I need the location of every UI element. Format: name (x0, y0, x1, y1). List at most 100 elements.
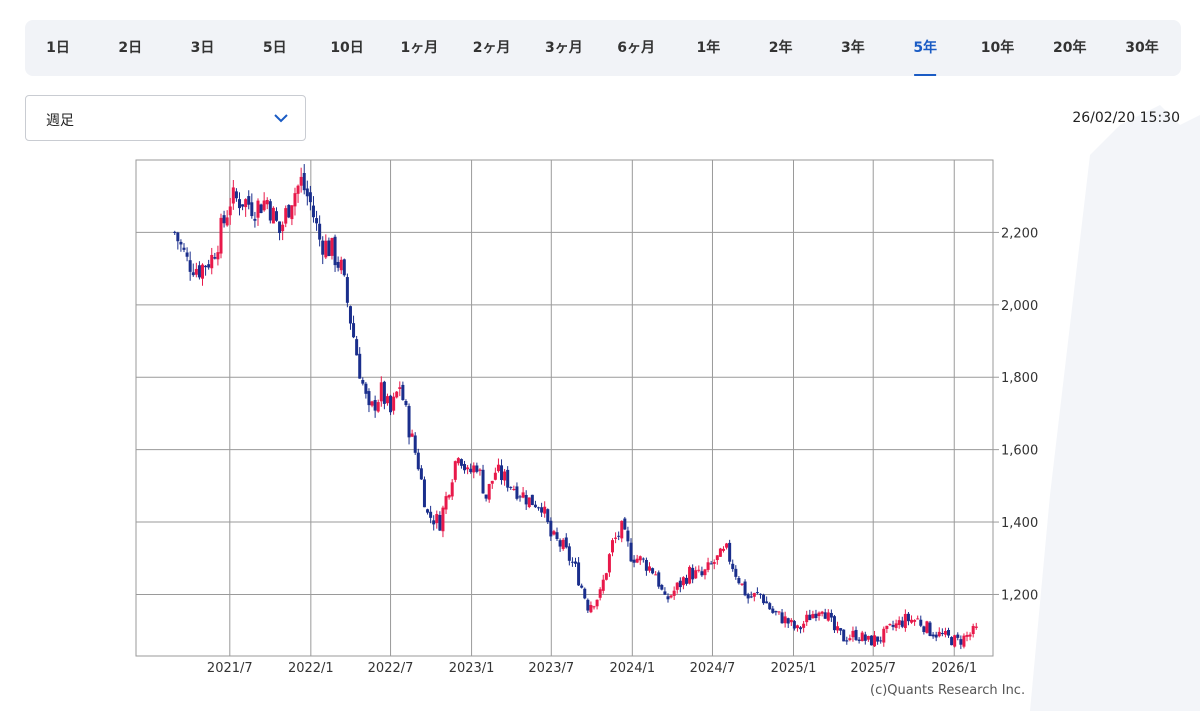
interval-select[interactable]: 週足 (25, 95, 306, 141)
candle-up (795, 625, 799, 629)
candle-up (925, 621, 929, 633)
period-tab-13[interactable]: 5年 (913, 20, 937, 76)
candle-up (669, 595, 673, 598)
candle-up (296, 185, 300, 194)
candle-down (207, 264, 211, 268)
candle-down (515, 486, 519, 499)
candle-up (370, 401, 374, 406)
candle-up (718, 548, 722, 557)
candle-down (191, 272, 195, 276)
period-tab-16[interactable]: 30年 (1125, 40, 1159, 56)
candle-down (422, 479, 426, 508)
x-tick-label: 2022/1 (288, 661, 334, 676)
candle-up (820, 611, 824, 614)
candle-up (503, 471, 507, 481)
period-tab-11[interactable]: 2年 (768, 40, 793, 56)
period-tab-10[interactable]: 1年 (696, 40, 721, 56)
candle-up (293, 193, 297, 207)
period-tab-8[interactable]: 3ヶ月 (544, 40, 583, 56)
candle-up (802, 623, 806, 628)
candle-up (916, 618, 920, 620)
candle-down (268, 201, 272, 221)
candle-up (385, 396, 389, 404)
candle-down (839, 628, 843, 631)
candle-down (845, 640, 849, 642)
x-tick-label: 2025/1 (771, 661, 817, 676)
period-tab-14[interactable]: 10年 (980, 40, 1015, 56)
candle-down (823, 612, 827, 619)
candle-down (737, 578, 741, 584)
candle-down (426, 509, 430, 513)
candle-down (617, 535, 621, 537)
candle-up (817, 612, 821, 617)
candle-up (561, 539, 565, 549)
candle-down (438, 514, 442, 531)
candle-up (290, 205, 294, 220)
candle-up (968, 634, 972, 637)
candle-down (407, 405, 411, 438)
candle-up (376, 402, 380, 412)
candle-down (574, 561, 578, 564)
candle-up (777, 611, 781, 613)
candle-up (604, 573, 608, 580)
candle-up (601, 579, 605, 591)
candle-up (654, 574, 658, 576)
candle-up (805, 614, 809, 623)
period-tab-15[interactable]: 20年 (1052, 40, 1087, 56)
candle-down (799, 627, 803, 630)
candle-down (586, 599, 590, 611)
x-tick-label: 2026/1 (931, 661, 977, 676)
candle-up (552, 531, 556, 535)
x-tick-label: 2022/7 (368, 661, 414, 676)
candle-down (530, 494, 534, 506)
candle-down (518, 496, 522, 498)
period-tab-4[interactable]: 5日 (262, 40, 287, 56)
period-tab-2[interactable]: 2日 (118, 40, 143, 56)
candle-down (700, 571, 704, 576)
candle-up (647, 566, 651, 571)
candle-down (540, 507, 544, 513)
candle-down (419, 468, 423, 480)
candle-down (500, 465, 504, 481)
period-tab-6[interactable]: 1ヶ月 (400, 40, 439, 56)
x-tick-label: 2023/1 (449, 661, 495, 676)
candle-down (345, 277, 349, 303)
candle-up (894, 623, 898, 628)
candle-up (635, 558, 639, 563)
candle-down (644, 559, 648, 571)
candle-down (577, 562, 581, 586)
candle-down (237, 199, 241, 209)
period-tab-1[interactable]: 1日 (46, 40, 70, 56)
candle-up (614, 537, 618, 539)
period-tab-9[interactable]: 6ヶ月 (617, 40, 655, 56)
candle-up (903, 613, 907, 629)
candle-down (413, 435, 417, 453)
candle-down (274, 211, 278, 221)
candle-up (496, 464, 500, 472)
candle-down (755, 592, 759, 594)
candle-down (367, 391, 371, 406)
candle-up (910, 619, 914, 623)
candle-down (950, 637, 954, 646)
candle-down (657, 572, 661, 587)
candle-up (595, 599, 599, 607)
candle-down (678, 580, 682, 588)
candle-down (182, 247, 186, 250)
period-tab-12[interactable]: 3年 (841, 40, 865, 56)
candle-up (589, 604, 593, 613)
period-tab-7[interactable]: 2ヶ月 (472, 40, 511, 56)
candle-down (475, 465, 479, 472)
candle-down (814, 613, 818, 618)
candle-down (842, 629, 846, 642)
candle-down (558, 540, 562, 547)
candle-down (959, 639, 963, 645)
candle-up (715, 555, 719, 561)
period-tab-3[interactable]: 3日 (190, 40, 215, 56)
period-tab-5[interactable]: 10日 (330, 40, 364, 56)
candle-down (728, 542, 732, 562)
candle-down (253, 218, 257, 221)
candle-up (453, 461, 457, 480)
candle-up (721, 548, 725, 551)
candle-down (311, 205, 315, 218)
candle-up (866, 636, 870, 640)
